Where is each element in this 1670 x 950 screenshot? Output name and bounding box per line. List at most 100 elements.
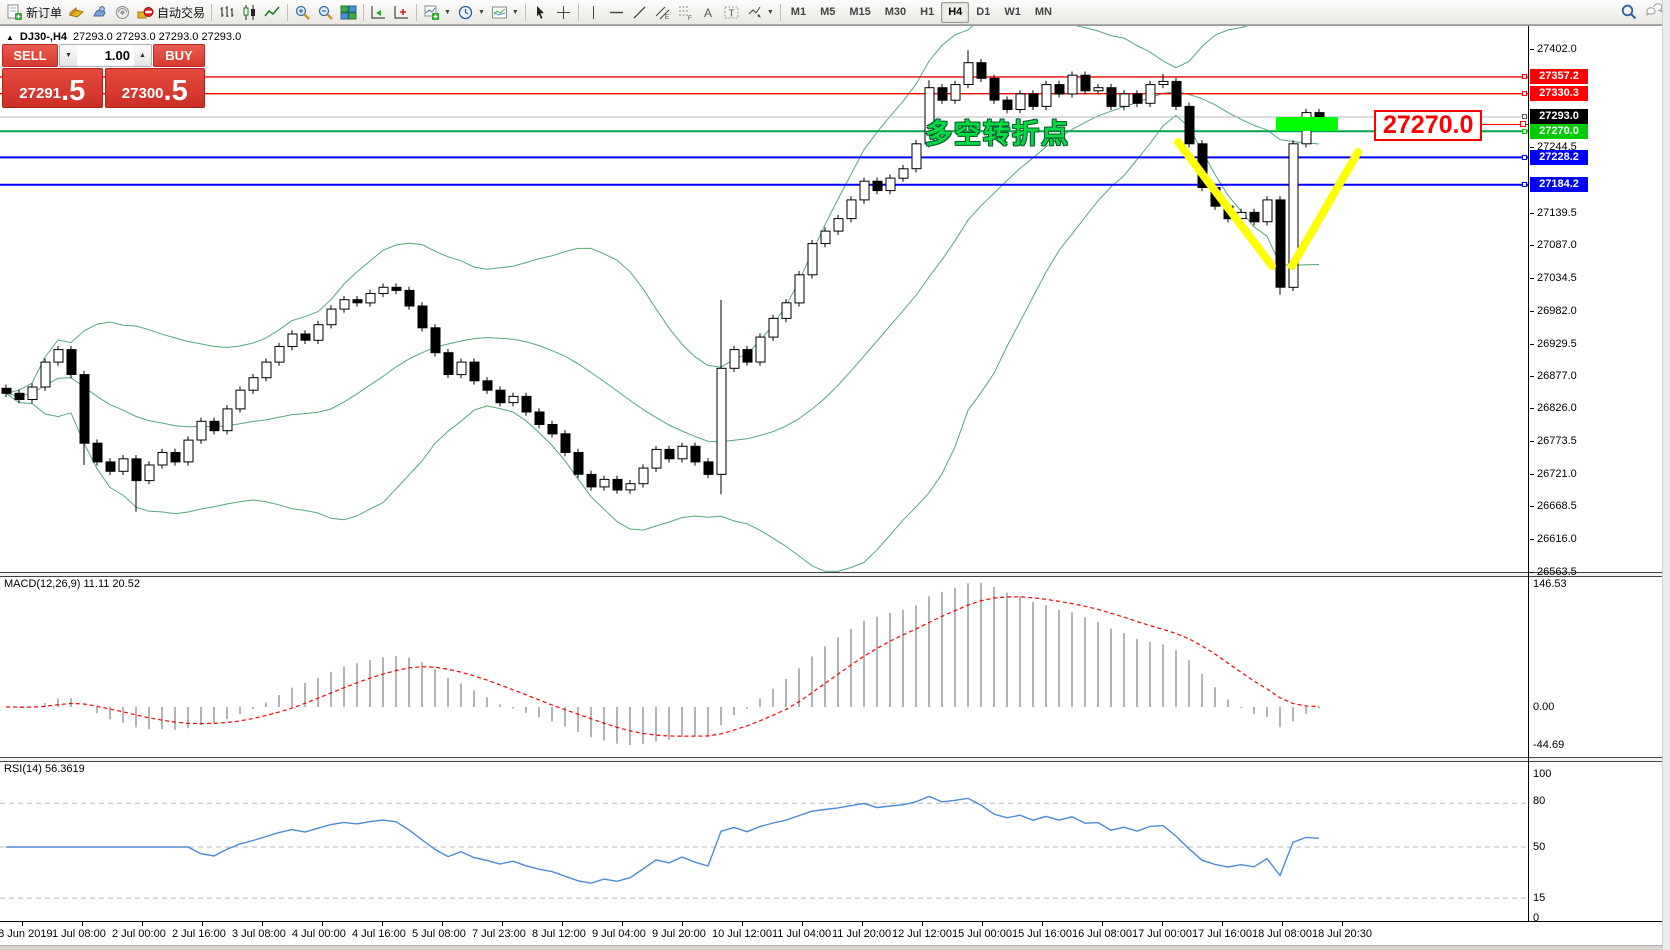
panel-splitter[interactable] [0,757,1662,762]
price-tick-label: 27139.5 [1530,206,1577,220]
rsi-panel[interactable] [0,763,1528,922]
price-tick-label: 26929.5 [1530,337,1577,351]
periods-button[interactable]: ▼ [454,2,488,23]
chart-window[interactable] [0,26,1662,945]
templates-button[interactable]: ▼ [488,2,522,23]
search-button[interactable] [1617,2,1641,23]
hline-anchor-square [1522,74,1527,79]
text-button[interactable]: A [697,2,720,23]
time-tick-label: 1 Jul 08:00 [52,928,106,940]
timeframe-w1-button[interactable]: W1 [1004,6,1021,18]
chat-button[interactable] [1641,2,1667,23]
time-tick-label: 2 Jul 16:00 [172,928,226,940]
cursor-button[interactable] [529,2,552,23]
timeframe-m15-button[interactable]: M15 [849,6,871,18]
channel-button[interactable]: E [651,2,674,23]
auto-scroll-button[interactable] [367,2,390,23]
volume-increase-button[interactable]: ▲ [134,45,151,66]
chart-shift-button[interactable] [390,2,413,23]
new-chart-button[interactable]: ▼ [420,2,454,23]
fibonacci-button[interactable]: F [674,2,697,23]
shapes-icon [746,4,763,21]
toolbar-separator [416,3,418,21]
sell-price-box[interactable]: 27291.5 [2,68,103,108]
autotrade-icon [137,4,154,21]
time-tick-mark [82,922,83,926]
tile-windows-button[interactable] [337,2,360,23]
zoom-out-icon [317,4,334,21]
line-chart-button[interactable] [261,2,284,23]
bar-chart-button[interactable] [215,2,238,23]
chevron-down-icon[interactable]: ▼ [511,8,519,16]
time-tick-mark [922,922,923,926]
time-tick-mark [802,922,803,926]
trendline-button[interactable] [628,2,651,23]
big-price-connector-anchor [1520,121,1526,127]
time-tick-label: 10 Jul 12:00 [712,928,772,940]
timeframe-m5-button[interactable]: M5 [820,6,836,18]
chart-profiles-button[interactable] [65,2,88,23]
rsi-axis-label: 15 [1533,892,1546,904]
big-price-connector-line [1468,124,1528,125]
vertical-line-button[interactable] [582,2,605,23]
new-order-button[interactable]: 新订单 [3,2,65,23]
current-price-badge: 27293.0 [1530,109,1588,124]
macd-panel[interactable] [0,578,1528,757]
toolbar-separator [577,3,579,21]
toolbar-separator [524,3,526,21]
timeframe-d1-button[interactable]: D1 [976,6,991,18]
timeframe-h1-button[interactable]: H1 [920,6,935,18]
time-tick-label: 11 Jul 04:00 [772,928,832,940]
price-tick-label: 26982.0 [1530,304,1577,318]
svg-text:E: E [665,15,669,21]
chevron-down-icon[interactable]: ▼ [444,8,451,16]
volume-input[interactable] [77,45,134,66]
horizontal-line-button[interactable] [605,2,628,23]
time-tick-label: 15 Jul 00:00 [952,928,1012,940]
shapes-button[interactable]: ▼ [743,2,777,23]
timeframe-m30-button[interactable]: M30 [884,6,907,18]
svg-text:T: T [728,8,734,19]
zoom-out-button[interactable] [314,2,337,23]
panel-splitter[interactable] [0,572,1662,577]
time-axis-border [0,921,1662,922]
main-chart-panel[interactable] [0,26,1528,572]
hline-icon [608,4,625,21]
hline-price-badge: 27184.2 [1530,177,1588,192]
candlestick-button[interactable] [238,2,261,23]
time-tick-label: 8 Jul 12:00 [532,928,586,940]
alerts-button[interactable] [111,2,134,23]
time-tick-mark [982,922,983,926]
timeframe-mn-button[interactable]: MN [1034,6,1052,18]
price-axis-border [1528,26,1529,922]
chevron-down-icon[interactable]: ▼ [477,8,485,16]
label-button[interactable]: T [720,2,743,23]
sell-button[interactable]: SELL [2,44,58,67]
volume-decrease-button[interactable]: ▼ [60,45,77,66]
buy-price-box[interactable]: 27300.5 [104,68,205,108]
time-tick-label: 5 Jul 08:00 [412,928,466,940]
template-icon [491,4,508,21]
hline-anchor-square [1522,129,1527,134]
time-tick-label: 9 Jul 04:00 [592,928,646,940]
rsi-label: RSI(14) 56.3619 [4,763,85,775]
annotation-text: 多空转折点 [925,119,1070,149]
zoom-in-button[interactable] [291,2,314,23]
sell-price-frac: .5 [61,75,86,107]
timeframe-m1-button[interactable]: M1 [790,6,807,18]
navigator-button[interactable] [88,2,111,23]
right-scrollbar-strip[interactable] [1662,0,1670,950]
collapse-triangle-icon[interactable]: ▲ [6,32,14,42]
macd-label: MACD(12,26,9) 11.11 20.52 [4,578,140,590]
svg-text:A: A [704,6,712,20]
crosshair-button[interactable] [552,2,575,23]
timeframe-h4-button[interactable]: H4 [941,1,970,23]
time-tick-mark [862,922,863,926]
autotrading-button[interactable]: 自动交易 [134,2,208,23]
time-tick-mark [262,922,263,926]
buy-button[interactable]: BUY [153,44,205,67]
time-tick-mark [1102,922,1103,926]
chevron-down-icon[interactable]: ▼ [766,8,774,16]
